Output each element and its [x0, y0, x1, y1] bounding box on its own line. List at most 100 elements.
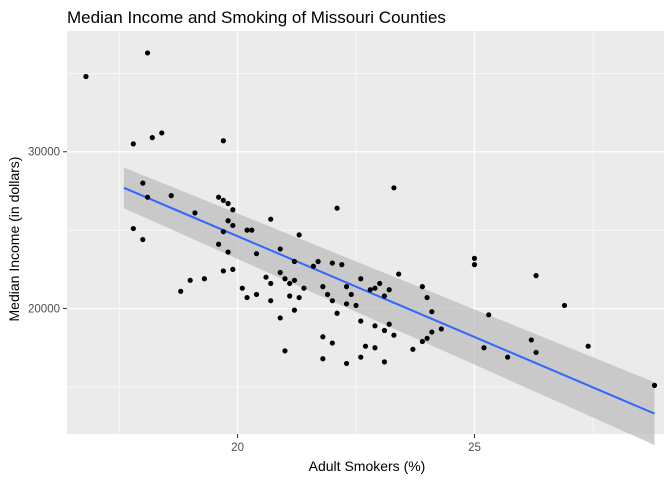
- data-point: [130, 141, 136, 147]
- data-point: [410, 346, 416, 352]
- data-point: [277, 246, 283, 252]
- data-point: [353, 302, 359, 309]
- data-point: [225, 218, 231, 224]
- data-point: [424, 294, 430, 301]
- data-point: [268, 280, 274, 287]
- data-point: [277, 315, 283, 321]
- data-point: [367, 287, 373, 293]
- data-point: [419, 338, 425, 345]
- data-point: [282, 348, 288, 354]
- data-point: [239, 285, 245, 291]
- data-point: [268, 216, 274, 222]
- chart-title: Median Income and Smoking of Missouri Co…: [67, 8, 446, 27]
- data-point: [343, 301, 350, 307]
- y-tick-label: 20000: [28, 304, 60, 316]
- data-point: [372, 323, 378, 329]
- data-point: [315, 258, 321, 265]
- data-point: [334, 205, 340, 211]
- data-point: [585, 343, 591, 349]
- data-point: [381, 359, 388, 365]
- data-point: [471, 255, 478, 261]
- data-point: [358, 354, 364, 360]
- data-point: [481, 345, 487, 351]
- grid-lines: [67, 31, 664, 434]
- data-point: [651, 382, 658, 388]
- y-axis-title: Median Income (in dollars): [6, 157, 22, 322]
- data-point: [144, 194, 151, 200]
- data-point: [140, 180, 146, 186]
- data-point: [429, 309, 435, 315]
- data-point: [83, 73, 89, 80]
- data-point: [287, 280, 293, 287]
- data-point: [220, 138, 226, 144]
- data-point: [486, 312, 492, 318]
- y-tick-label: 30000: [28, 147, 60, 159]
- data-point: [343, 360, 350, 367]
- data-point: [561, 302, 568, 309]
- data-point: [230, 222, 236, 229]
- data-point: [310, 263, 316, 269]
- data-point: [249, 227, 255, 233]
- data-point: [386, 321, 392, 327]
- data-point: [230, 266, 236, 272]
- data-point: [291, 277, 298, 283]
- confidence-band-layer: [123, 167, 655, 445]
- data-point: [429, 329, 435, 335]
- data-point: [216, 194, 222, 200]
- data-point: [343, 283, 350, 290]
- data-point: [329, 260, 335, 266]
- data-point: [533, 273, 539, 279]
- data-point: [377, 280, 383, 287]
- data-point: [282, 276, 288, 282]
- data-point: [149, 135, 155, 141]
- data-point: [301, 285, 307, 291]
- data-point: [187, 277, 193, 283]
- data-point: [396, 271, 402, 277]
- data-point: [244, 227, 250, 233]
- data-point: [358, 318, 364, 324]
- data-point: [386, 287, 392, 293]
- data-point: [334, 310, 340, 316]
- data-point: [471, 262, 478, 268]
- data-point: [381, 327, 388, 334]
- data-point: [144, 50, 151, 56]
- data-point: [424, 335, 430, 341]
- data-point: [391, 185, 397, 191]
- data-point: [225, 249, 231, 255]
- x-tick-label: 25: [468, 442, 481, 454]
- data-point: [201, 276, 208, 282]
- data-point: [296, 232, 302, 238]
- data-point: [291, 258, 298, 265]
- data-point: [268, 298, 274, 304]
- data-point: [381, 293, 388, 299]
- data-point: [287, 293, 293, 299]
- confidence-band: [123, 167, 655, 445]
- x-tick-label: 20: [231, 442, 244, 454]
- data-points: [83, 50, 658, 388]
- data-point: [329, 298, 335, 304]
- data-point: [159, 130, 165, 136]
- data-point: [140, 236, 146, 243]
- data-point: [168, 193, 174, 199]
- data-point: [339, 262, 345, 268]
- data-point: [178, 288, 184, 294]
- data-point: [391, 332, 397, 338]
- data-point: [263, 274, 269, 280]
- data-point: [320, 356, 326, 362]
- data-point: [438, 326, 444, 332]
- data-point: [225, 200, 231, 207]
- data-point: [329, 340, 335, 346]
- data-point: [419, 283, 425, 290]
- data-point: [528, 337, 534, 343]
- data-point: [296, 294, 302, 301]
- data-point: [362, 343, 369, 349]
- data-point: [230, 207, 236, 213]
- data-point: [372, 345, 378, 351]
- data-point: [533, 349, 539, 356]
- trend-line: [123, 186, 655, 415]
- data-point: [358, 276, 364, 282]
- data-point: [253, 291, 260, 298]
- data-point: [253, 251, 260, 257]
- data-point: [348, 291, 354, 298]
